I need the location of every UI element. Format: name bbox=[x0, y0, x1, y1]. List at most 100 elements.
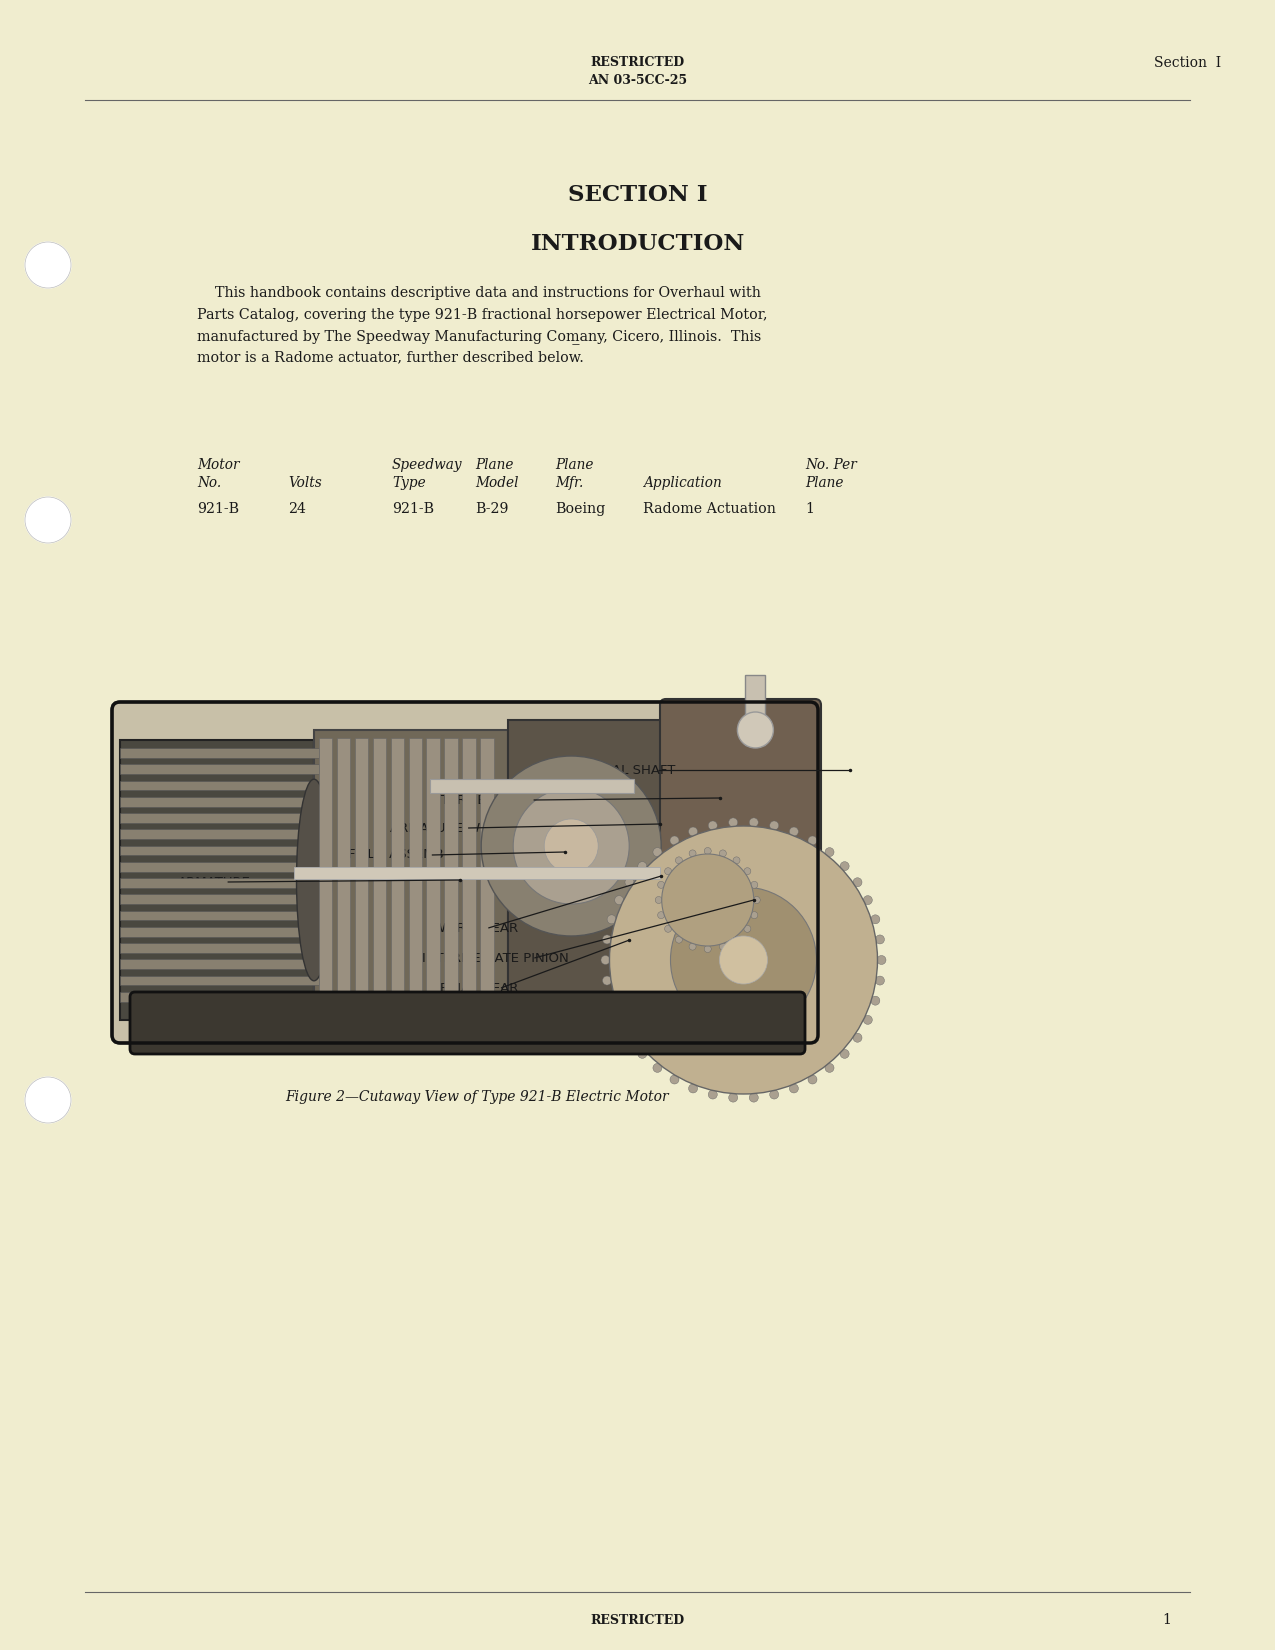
Text: Type: Type bbox=[391, 475, 426, 490]
Circle shape bbox=[638, 861, 646, 871]
Circle shape bbox=[808, 1076, 817, 1084]
Bar bbox=[354, 738, 368, 1006]
Circle shape bbox=[743, 926, 751, 932]
Bar bbox=[120, 992, 319, 1002]
Circle shape bbox=[658, 912, 664, 919]
Circle shape bbox=[770, 822, 779, 830]
Circle shape bbox=[751, 881, 757, 888]
Text: SECTION I: SECTION I bbox=[567, 185, 708, 206]
Circle shape bbox=[607, 914, 616, 924]
Bar bbox=[120, 813, 319, 823]
Circle shape bbox=[688, 850, 696, 856]
Bar bbox=[120, 861, 319, 871]
Text: This handbook contains descriptive data and instructions for Overhaul with: This handbook contains descriptive data … bbox=[198, 285, 761, 300]
Text: ARMATURE WORM: ARMATURE WORM bbox=[390, 822, 511, 835]
Bar bbox=[372, 738, 386, 1006]
Text: RESTRICTED: RESTRICTED bbox=[590, 1614, 685, 1627]
Text: No. Per: No. Per bbox=[805, 459, 857, 472]
Circle shape bbox=[719, 936, 768, 983]
Circle shape bbox=[853, 1033, 862, 1043]
Text: INTERMEDIATE SHAFT: INTERMEDIATE SHAFT bbox=[427, 794, 571, 807]
Bar bbox=[120, 878, 319, 888]
Text: Application: Application bbox=[643, 475, 722, 490]
Circle shape bbox=[664, 926, 672, 932]
Circle shape bbox=[871, 914, 880, 924]
Text: Figure 2—Cutaway View of Type 921-B Electric Motor: Figure 2—Cutaway View of Type 921-B Elec… bbox=[286, 1091, 668, 1104]
Circle shape bbox=[750, 818, 759, 827]
Ellipse shape bbox=[297, 779, 332, 980]
Circle shape bbox=[615, 1015, 623, 1025]
Text: Radome Actuation: Radome Actuation bbox=[643, 502, 776, 516]
Circle shape bbox=[789, 1084, 798, 1092]
Bar bbox=[120, 944, 319, 952]
Bar bbox=[120, 830, 319, 838]
Circle shape bbox=[609, 827, 877, 1094]
Bar bbox=[120, 911, 319, 921]
Text: motor is a Radome actuator, further described below.: motor is a Radome actuator, further desc… bbox=[198, 350, 584, 365]
Circle shape bbox=[664, 868, 672, 875]
Circle shape bbox=[615, 896, 623, 904]
Text: INTRODUCTION: INTRODUCTION bbox=[530, 233, 745, 256]
Circle shape bbox=[688, 1084, 697, 1092]
Bar bbox=[120, 764, 319, 774]
Bar bbox=[481, 738, 493, 1006]
Text: No.: No. bbox=[198, 475, 222, 490]
Circle shape bbox=[26, 497, 71, 543]
Circle shape bbox=[709, 822, 718, 830]
Bar bbox=[746, 675, 765, 746]
Circle shape bbox=[704, 945, 711, 952]
Circle shape bbox=[653, 848, 662, 856]
Circle shape bbox=[653, 1063, 662, 1073]
Text: 24: 24 bbox=[288, 502, 306, 516]
Text: 921-B: 921-B bbox=[391, 502, 434, 516]
Circle shape bbox=[625, 878, 634, 886]
Bar bbox=[444, 738, 458, 1006]
FancyBboxPatch shape bbox=[130, 992, 805, 1054]
Circle shape bbox=[26, 1077, 71, 1124]
Circle shape bbox=[825, 1063, 834, 1073]
Text: Speedway: Speedway bbox=[391, 459, 463, 472]
Circle shape bbox=[676, 856, 682, 865]
Text: INTERMEDIATE PINION: INTERMEDIATE PINION bbox=[422, 952, 569, 965]
Text: B-29: B-29 bbox=[476, 502, 509, 516]
Bar bbox=[463, 738, 476, 1006]
Text: manufactured by The Speedway Manufacturing Com̲any, Cicero, Illinois.  This: manufactured by The Speedway Manufacturi… bbox=[198, 328, 761, 343]
Circle shape bbox=[601, 955, 609, 965]
FancyBboxPatch shape bbox=[112, 701, 819, 1043]
Text: FIELD ASSEMBLY: FIELD ASSEMBLY bbox=[348, 848, 458, 861]
Text: Volts: Volts bbox=[288, 475, 321, 490]
Circle shape bbox=[676, 936, 682, 944]
Circle shape bbox=[481, 756, 662, 936]
Text: Motor: Motor bbox=[198, 459, 240, 472]
Bar bbox=[337, 738, 351, 1006]
Text: 921-B: 921-B bbox=[198, 502, 240, 516]
Circle shape bbox=[871, 997, 880, 1005]
Text: FINAL SHAFT: FINAL SHAFT bbox=[592, 764, 676, 777]
Text: 1: 1 bbox=[805, 502, 813, 516]
Text: Parts Catalog, covering the type 921-B fractional horsepower Electrical Motor,: Parts Catalog, covering the type 921-B f… bbox=[198, 307, 768, 322]
Circle shape bbox=[863, 896, 872, 904]
Bar bbox=[120, 845, 319, 855]
Circle shape bbox=[743, 868, 751, 875]
Circle shape bbox=[876, 977, 885, 985]
Text: AN 03-5CC-25: AN 03-5CC-25 bbox=[588, 74, 687, 86]
Bar bbox=[120, 894, 319, 904]
Text: Section  I: Section I bbox=[1154, 56, 1221, 69]
Circle shape bbox=[26, 243, 71, 289]
Text: Boeing: Boeing bbox=[555, 502, 606, 516]
Circle shape bbox=[840, 861, 849, 871]
Circle shape bbox=[704, 848, 711, 855]
Text: FINAL GEAR: FINAL GEAR bbox=[440, 982, 519, 995]
Circle shape bbox=[544, 818, 598, 873]
Bar bbox=[120, 739, 314, 1020]
Text: GEAR REDUCTION  UNIT: GEAR REDUCTION UNIT bbox=[543, 1043, 703, 1054]
Bar bbox=[120, 959, 319, 969]
Bar bbox=[319, 738, 333, 1006]
Circle shape bbox=[729, 1092, 738, 1102]
Circle shape bbox=[719, 944, 727, 950]
Text: Plane: Plane bbox=[805, 475, 844, 490]
Circle shape bbox=[789, 827, 798, 837]
Bar bbox=[295, 866, 660, 878]
Circle shape bbox=[655, 896, 662, 904]
Bar bbox=[426, 738, 440, 1006]
